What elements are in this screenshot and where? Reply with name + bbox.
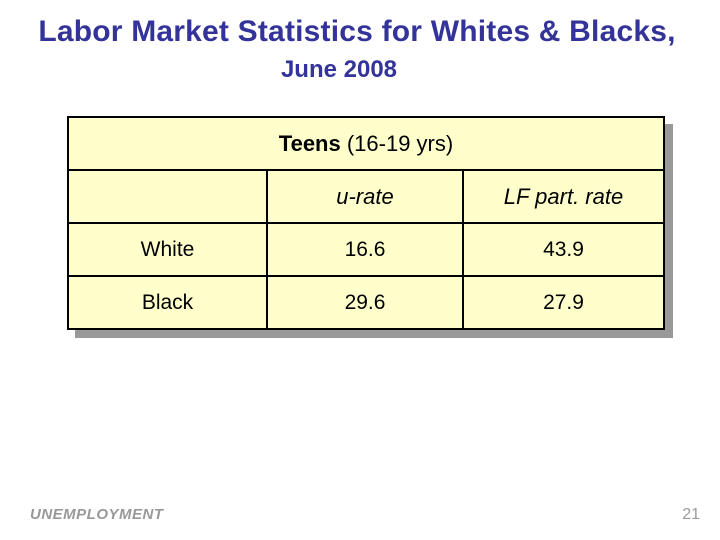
table-caption-rest: (16-19 yrs) (340, 130, 454, 156)
empty-corner-cell (67, 169, 268, 224)
labor-statistics-table: Teens (16-19 yrs) u-rate LF part. rate W… (67, 116, 665, 330)
table-row-white: White 16.6 43.9 (67, 222, 665, 277)
u-rate-column-header: u-rate (266, 169, 464, 224)
slide-title-line2: June 2008 (280, 56, 398, 83)
column-header-row: u-rate LF part. rate (67, 169, 665, 224)
row-label-cell: White (67, 222, 268, 277)
table-caption-cell: Teens (16-19 yrs) (67, 116, 665, 171)
slide-page-number: 21 (682, 506, 700, 523)
table-row-black: Black 29.6 27.9 (67, 275, 665, 330)
lf-part-rate-value-cell: 43.9 (462, 222, 665, 277)
table-caption-bold: Teens (278, 130, 341, 156)
u-rate-value-cell: 16.6 (266, 222, 464, 277)
lf-part-rate-value-cell: 27.9 (462, 275, 665, 330)
slide-title-line1: Labor Market Statistics for Whites & Bla… (38, 15, 676, 48)
lf-part-rate-column-header: LF part. rate (462, 169, 665, 224)
footer-section-label: UNEMPLOYMENT (30, 506, 164, 523)
slide-title: Labor Market Statistics for Whites & Bla… (0, 13, 714, 85)
row-label-cell: Black (67, 275, 268, 330)
table-caption-row: Teens (16-19 yrs) (67, 116, 665, 171)
u-rate-value-cell: 29.6 (266, 275, 464, 330)
